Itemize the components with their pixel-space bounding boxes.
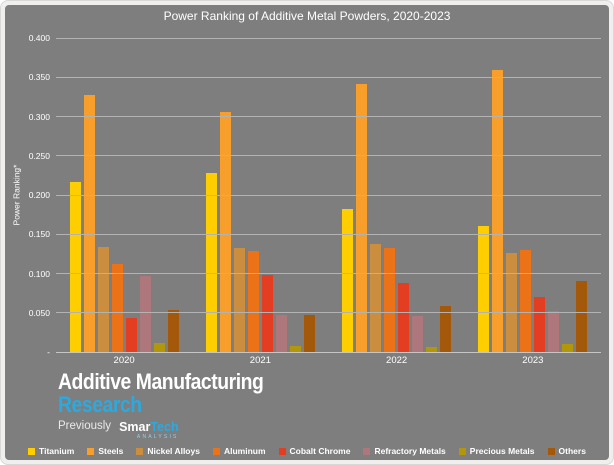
legend-swatch — [278, 447, 286, 455]
legend-swatch — [28, 447, 36, 455]
bar-nickel-alloys-2020 — [97, 246, 109, 352]
bar-others-2023 — [576, 281, 588, 352]
legend-label: Steels — [98, 446, 124, 456]
bar-others-2020 — [167, 310, 179, 352]
chart-legend: Titanium Steels Nickel Alloys Aluminum Cobal… — [5, 446, 609, 456]
bar-steels-2020 — [83, 95, 95, 352]
legend-swatch — [363, 447, 371, 455]
legend-item-steels: Steels — [87, 446, 123, 456]
y-tick-label: 0.150 — [28, 229, 50, 240]
logo-smartech-part1: Smar — [119, 420, 151, 434]
bar-others-2021 — [303, 315, 315, 352]
y-tick-label: - — [47, 347, 50, 357]
logo-smartech: SmarTech ANALYSIS — [119, 421, 179, 440]
legend-label: Refractory Metals — [374, 446, 446, 456]
bar-precious-metals-2021 — [289, 345, 301, 352]
logo-previously-row: Previously SmarTech ANALYSIS — [58, 420, 291, 440]
legend-item-cobalt-chrome: Cobalt Chrome — [278, 446, 351, 456]
bar-nickel-alloys-2023 — [506, 253, 518, 352]
logo-line2: Research — [58, 392, 142, 417]
bar-refractory-metals-2020 — [139, 275, 151, 352]
y-tick-label: 0.300 — [28, 111, 50, 122]
bar-group-2023 — [465, 38, 601, 352]
bar-steels-2022 — [356, 83, 368, 352]
logo-line1: Additive Manufacturing — [58, 369, 264, 394]
bar-refractory-metals-2021 — [275, 315, 287, 352]
x-tick-label-2021: 2021 — [249, 355, 271, 366]
legend-label: Others — [558, 446, 586, 456]
legend-item-nickel-alloys: Nickel Alloys — [136, 446, 200, 456]
x-tick-label-2023: 2023 — [522, 355, 544, 366]
x-axis-labels: 2020 2021 2022 2023 — [56, 355, 601, 366]
bar-group-2021 — [192, 38, 328, 352]
bar-aluminum-2022 — [384, 248, 396, 352]
y-tick-label: 0.250 — [28, 150, 50, 161]
legend-swatch — [212, 447, 220, 455]
x-tick-label-2022: 2022 — [386, 355, 408, 366]
gridline — [56, 312, 601, 314]
bar-precious-metals-2023 — [562, 344, 574, 352]
logo: Additive Manufacturing Research Previous… — [58, 371, 291, 440]
y-tick-label: 0.100 — [28, 268, 50, 279]
bar-nickel-alloys-2021 — [233, 247, 245, 352]
bar-cobalt-chrome-2021 — [261, 275, 273, 352]
gridline — [56, 116, 601, 117]
bar-nickel-alloys-2022 — [370, 244, 382, 352]
legend-label: Precious Metals — [469, 446, 535, 456]
legend-swatch — [136, 447, 144, 455]
chart-title: Power Ranking of Additive Metal Powders,… — [163, 9, 451, 23]
bar-steels-2023 — [492, 70, 504, 352]
y-tick-label: 0.400 — [28, 33, 50, 43]
bar-cobalt-chrome-2022 — [398, 282, 410, 352]
bar-group-2020 — [56, 38, 192, 352]
slide-background: Power Ranking of Additive Metal Powders,… — [5, 5, 609, 460]
gridline — [56, 155, 601, 157]
bar-cobalt-chrome-2020 — [125, 318, 137, 352]
legend-swatch — [87, 447, 95, 455]
bar-precious-metals-2020 — [153, 342, 165, 352]
x-tick-label-2020: 2020 — [113, 355, 135, 366]
logo-smartech-wordmark: SmarTech — [119, 421, 179, 434]
bar-steels-2021 — [219, 111, 231, 352]
logo-previously-text: Previously — [58, 420, 112, 432]
gridline — [56, 233, 601, 235]
legend-item-precious-metals: Precious Metals — [458, 446, 535, 456]
bar-refractory-metals-2023 — [548, 311, 560, 352]
bar-titanium-2020 — [69, 182, 81, 352]
y-tick-label: 0.350 — [28, 72, 50, 83]
bar-group-2022 — [329, 38, 465, 352]
logo-smartech-analysis: ANALYSIS — [136, 433, 179, 440]
legend-swatch — [547, 447, 555, 455]
gridline — [56, 273, 601, 274]
bar-others-2022 — [440, 306, 452, 352]
plot-area: 0.400 0.350 0.300 0.250 0.200 0.150 0.100 0.050… — [29, 33, 601, 357]
bar-titanium-2023 — [478, 226, 490, 352]
legend-item-refractory-metals: Refractory Metals — [363, 446, 446, 456]
legend-item-titanium: Titanium — [28, 446, 74, 456]
bar-refractory-metals-2022 — [412, 315, 424, 352]
bar-cobalt-chrome-2023 — [534, 297, 546, 352]
bar-aluminum-2021 — [247, 250, 259, 352]
bar-groups — [56, 38, 601, 352]
legend-label: Nickel Alloys — [147, 446, 200, 456]
y-tick-label: 0.050 — [28, 307, 50, 318]
y-tick-label: 0.200 — [28, 190, 50, 200]
legend-item-others: Others — [547, 446, 586, 456]
legend-swatch — [458, 447, 466, 455]
legend-label: Aluminum — [223, 446, 266, 456]
bar-titanium-2021 — [205, 173, 217, 352]
legend-label: Titanium — [39, 446, 75, 456]
bar-precious-metals-2022 — [426, 346, 438, 352]
gridline — [56, 37, 601, 39]
gridline — [56, 194, 601, 196]
logo-smartech-part2: Tech — [150, 420, 179, 434]
bar-aluminum-2020 — [111, 264, 123, 352]
gridline — [56, 76, 601, 78]
bar-titanium-2022 — [342, 209, 354, 352]
legend-label: Cobalt Chrome — [289, 446, 351, 456]
gridline — [56, 351, 601, 353]
bar-aluminum-2023 — [520, 249, 532, 352]
legend-item-aluminum: Aluminum — [212, 446, 266, 456]
